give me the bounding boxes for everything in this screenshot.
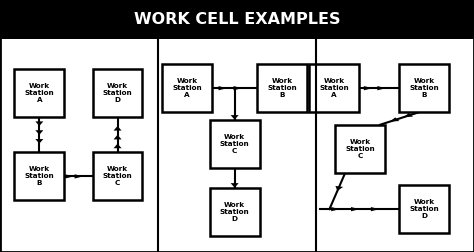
- Text: WORK CELL EXAMPLES: WORK CELL EXAMPLES: [134, 12, 340, 27]
- Polygon shape: [371, 207, 380, 211]
- Text: Work
Station
B: Work Station B: [267, 78, 297, 98]
- Text: Work
Station
A: Work Station A: [25, 83, 54, 103]
- Polygon shape: [65, 174, 73, 178]
- Polygon shape: [219, 86, 227, 90]
- Text: Work
Station
C: Work Station C: [346, 139, 375, 159]
- Text: Work
Station
D: Work Station D: [103, 83, 132, 103]
- Polygon shape: [403, 113, 413, 117]
- Polygon shape: [36, 130, 43, 135]
- Bar: [309, 64, 359, 112]
- Text: Work
Station
C: Work Station C: [220, 134, 249, 154]
- Bar: [92, 152, 142, 200]
- Text: Work
Station
A: Work Station A: [319, 78, 349, 98]
- Bar: [210, 120, 259, 168]
- Polygon shape: [364, 86, 373, 90]
- Polygon shape: [231, 115, 238, 120]
- Bar: [92, 69, 142, 117]
- Text: Work
Station
D: Work Station D: [410, 199, 439, 219]
- Bar: [210, 188, 259, 236]
- Polygon shape: [231, 183, 238, 188]
- Polygon shape: [390, 117, 400, 121]
- Polygon shape: [377, 86, 386, 90]
- Polygon shape: [351, 207, 360, 211]
- Bar: [162, 64, 212, 112]
- Bar: [15, 69, 64, 117]
- Bar: [0, 0, 474, 39]
- Text: Z-Shaped Cell: Z-Shaped Cell: [356, 26, 433, 37]
- Bar: [15, 152, 64, 200]
- Bar: [257, 64, 307, 112]
- Polygon shape: [336, 186, 343, 191]
- Polygon shape: [114, 144, 121, 148]
- Text: T-Shaped Cell: T-Shaped Cell: [200, 26, 274, 37]
- Text: Work
Station
A: Work Station A: [173, 78, 202, 98]
- Polygon shape: [114, 126, 121, 131]
- Polygon shape: [234, 86, 242, 90]
- Text: U-Shaped Cell: U-Shaped Cell: [40, 26, 118, 37]
- Polygon shape: [36, 139, 43, 144]
- Text: Work
Station
C: Work Station C: [103, 166, 132, 186]
- Polygon shape: [36, 121, 43, 126]
- Bar: [399, 64, 449, 112]
- Polygon shape: [114, 135, 121, 139]
- Text: Work
Station
B: Work Station B: [410, 78, 439, 98]
- Polygon shape: [331, 207, 340, 211]
- Text: Work
Station
B: Work Station B: [25, 166, 54, 186]
- Bar: [336, 125, 385, 173]
- Polygon shape: [74, 174, 83, 178]
- Text: Work
Station
D: Work Station D: [220, 202, 249, 222]
- Bar: [399, 185, 449, 233]
